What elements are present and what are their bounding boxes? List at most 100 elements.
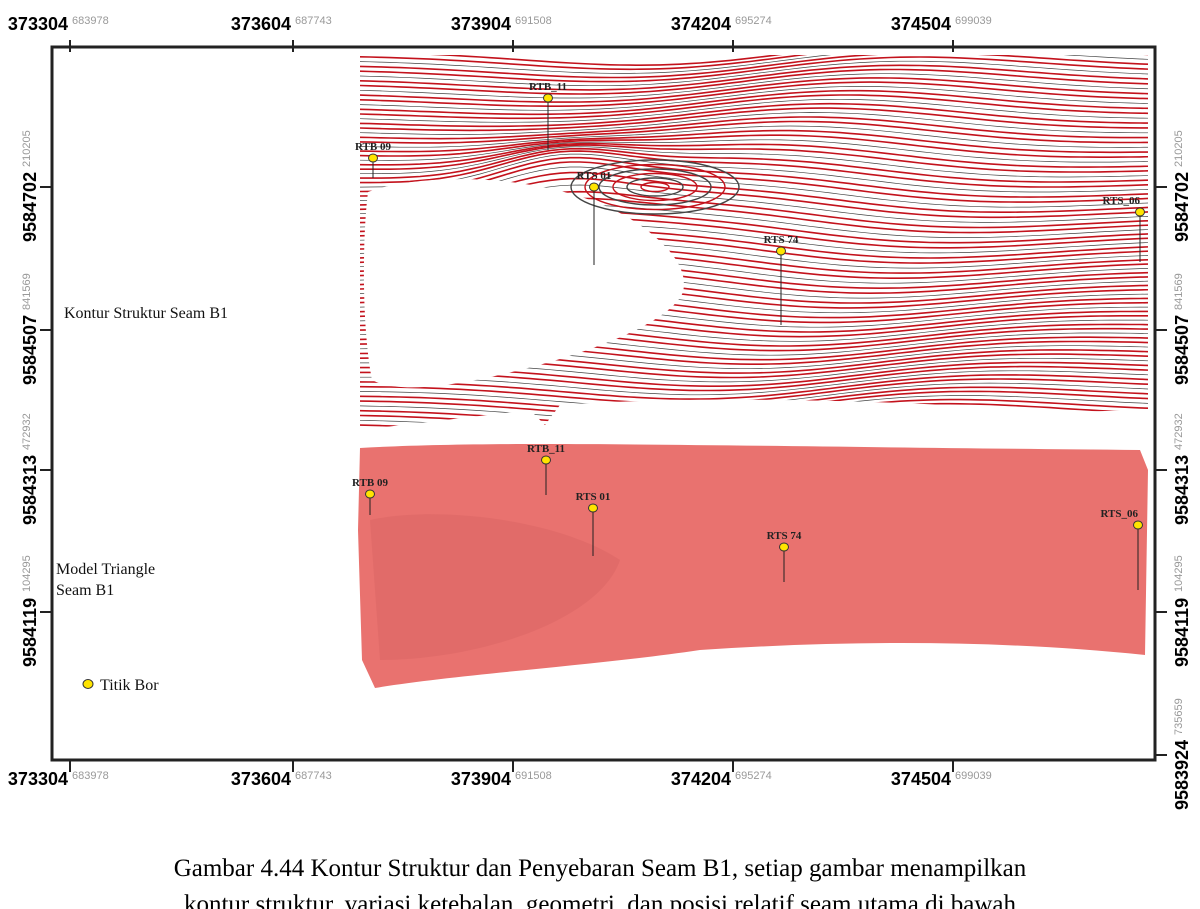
x-tick-sub: 687743 [295,770,332,782]
caption: kontur struktur, variasi ketebalan, geom… [184,891,1017,909]
well-label: RTS_06 [1100,508,1138,520]
well-marker [779,542,789,552]
y-tick-sub: 735659 [1173,698,1185,735]
contour-line [360,116,1148,140]
contour-line [360,60,1148,87]
contour-line [360,55,1148,67]
contour-line [360,89,1148,116]
x-tick-sub: 699039 [955,770,992,782]
contour-ring [612,172,698,202]
y-tick-sub: 472932 [21,413,33,450]
contour-line [360,86,1148,111]
legend-marker [82,679,94,689]
contour-line [360,64,1148,91]
well-marker [543,93,553,103]
x-tick-sub: 695274 [735,770,772,782]
contour-line [360,153,1148,193]
y-tick-label: 9584702 [1172,172,1192,242]
well-marker [1133,520,1143,530]
y-tick-label: 9584313 [20,455,40,525]
x-tick-label: 374204 [671,769,731,789]
contour-line [360,112,1148,135]
contour-line [360,129,1148,154]
x-tick-label: 373304 [8,769,68,789]
x-tick-label: 373304 [8,14,68,34]
well-marker [776,246,786,256]
contour-line [360,374,1148,400]
model-label: Model Triangle [56,561,155,578]
x-tick-sub: 699039 [955,15,992,27]
x-tick-sub: 687743 [295,15,332,27]
contour-line [360,120,1148,144]
y-tick-sub: 472932 [1173,413,1185,450]
y-tick-label: 9584507 [20,315,40,385]
contour-line [360,142,1148,168]
contour-line [360,161,1148,203]
contour-label: Kontur Struktur Seam B1 [64,305,228,322]
contour-line [360,77,1148,103]
well-label: RTB_11 [527,443,565,455]
caption: Gambar 4.44 Kontur Struktur dan Penyebar… [174,855,1027,882]
x-tick-label: 374504 [891,14,951,34]
well-marker [588,503,598,513]
x-tick-sub: 683978 [72,770,109,782]
x-tick-sub: 683978 [72,15,109,27]
contour-line [360,73,1148,99]
model-label: Seam B1 [56,582,114,599]
contour-line [360,144,1148,173]
y-tick-sub: 841569 [21,273,33,310]
well-label: RTB 09 [352,477,388,489]
legend-label: Titik Bor [100,677,159,694]
well-label: RTS 01 [577,170,612,182]
y-tick-label: 9584313 [1172,455,1192,525]
y-tick-label: 9584119 [1172,598,1192,667]
x-tick-label: 374504 [891,769,951,789]
well-label: RTS 74 [767,530,802,542]
model-shade [370,514,620,660]
contour-line [360,146,1148,178]
y-tick-sub: 210205 [21,130,33,167]
contour-line [360,147,1148,183]
contour-line [360,156,1148,198]
contour-line [360,81,1148,107]
x-tick-sub: 695274 [735,15,772,27]
triangle-model [358,444,1148,688]
y-tick-sub: 104295 [1173,555,1185,592]
contour-ring [626,177,684,197]
well-marker [541,455,551,465]
contour-line [360,139,1148,163]
well-marker [365,489,375,499]
y-tick-sub: 104295 [21,555,33,592]
well-label: RTS 01 [576,491,611,503]
x-tick-label: 373604 [231,14,291,34]
y-tick-label: 9584119 [20,598,40,667]
map-frame [50,45,1157,762]
x-tick-label: 374204 [671,14,731,34]
contour-line [360,102,1148,128]
well-marker [589,182,599,192]
y-tick-sub: 210205 [1173,130,1185,167]
contour-ring [584,163,726,211]
well-label: RTS 74 [764,234,799,246]
contour-line [360,125,1148,148]
contour-line [360,370,1148,396]
contour-line [360,55,1148,74]
well-label: RTB 09 [355,141,391,153]
contour-line [360,56,1148,83]
contour-line [360,98,1148,123]
contour-line [360,68,1148,95]
y-tick-label: 9584702 [20,172,40,242]
well-label: RTB_11 [529,81,567,93]
y-tick-label: 9583924 [1172,740,1192,810]
x-tick-label: 373904 [451,769,511,789]
contour-line [360,55,1148,71]
contour-line [360,134,1148,158]
contour-hole [363,179,684,388]
well-marker [368,153,378,163]
well-marker [1135,207,1145,217]
y-tick-label: 9584507 [1172,315,1192,385]
x-tick-label: 373904 [451,14,511,34]
x-tick-sub: 691508 [515,15,552,27]
contour-line [360,150,1148,188]
